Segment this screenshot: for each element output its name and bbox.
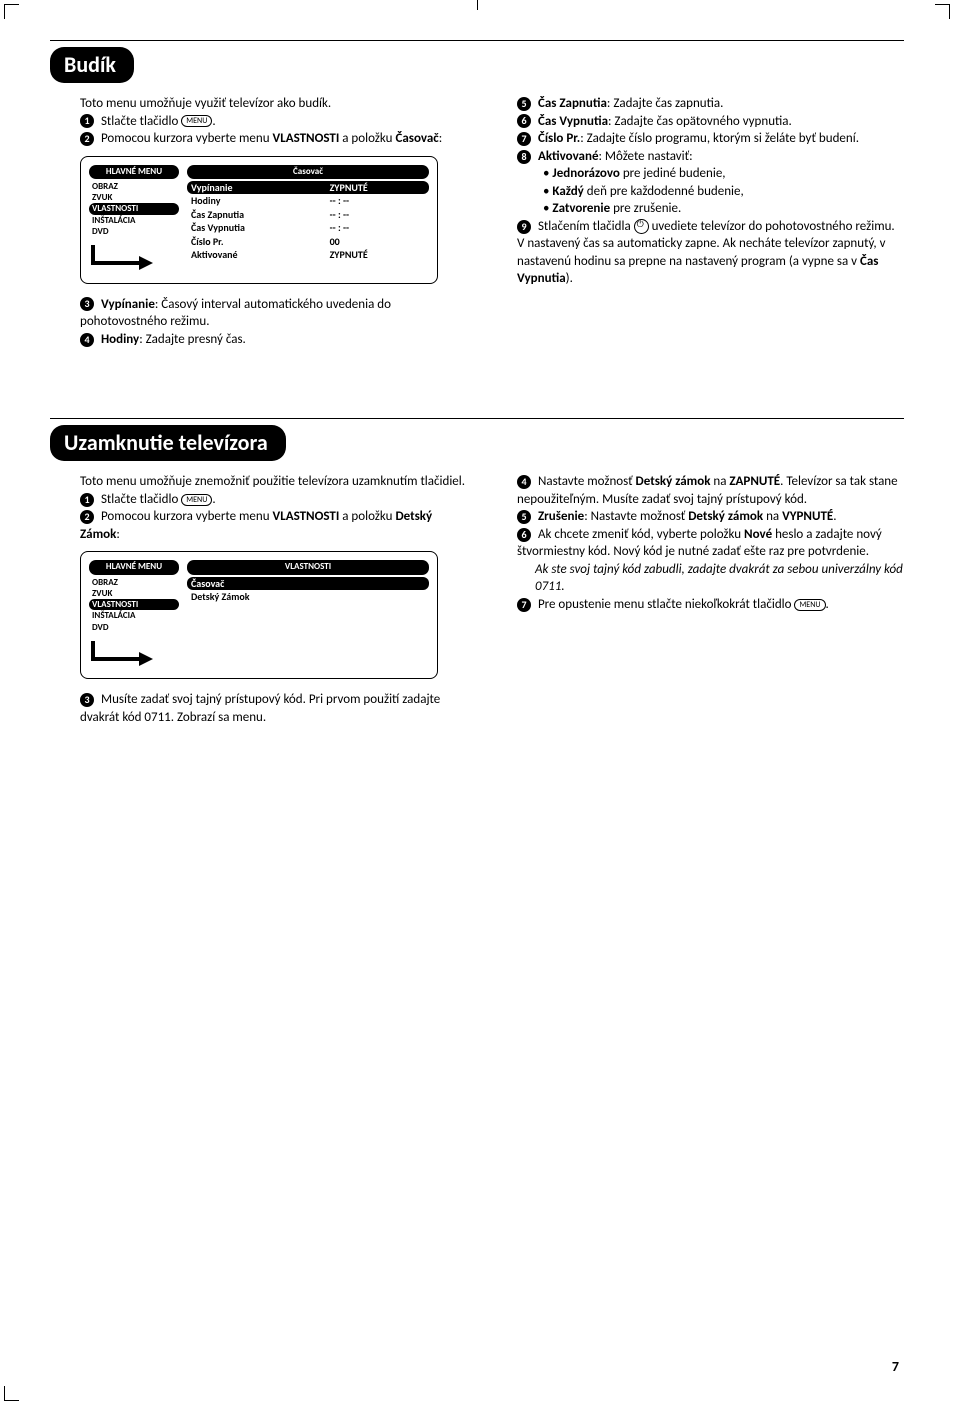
num-5: 5 xyxy=(517,97,531,111)
step-2: 2 Pomocou kurzora vyberte menu VLASTNOST… xyxy=(80,508,467,543)
crop-mark xyxy=(4,1386,19,1401)
step-5: 5 Zrušenie: Nastavte možnosť Detský zámo… xyxy=(517,508,904,526)
num-5: 5 xyxy=(517,510,531,524)
menu-diagram-budik: HLAVNÉ MENU OBRAZZVUKVLASTNOSTIINŠTALÁCI… xyxy=(80,156,438,284)
num-3: 3 xyxy=(80,297,94,311)
menu-row: Číslo Pr.00 xyxy=(187,235,429,249)
intro-text: Toto menu umožňuje znemožniť použitie te… xyxy=(80,473,467,491)
menu-item: DVD xyxy=(89,226,179,237)
left-column: Toto menu umožňuje znemožniť použitie te… xyxy=(80,473,467,726)
step-6: 6 Ak chcete zmeniť kód, vyberte položku … xyxy=(517,526,904,596)
step-7: 7 Číslo Pr.: Zadajte číslo programu, kto… xyxy=(517,130,904,148)
step-9: 9 Stlačením tlačidla uvediete televízor … xyxy=(517,218,904,288)
menu-row: AktivovanéZYPNUTÉ xyxy=(187,248,429,262)
menu-item: VLASTNOSTI xyxy=(89,599,179,610)
intro-text: Toto menu umožňuje využiť televízor ako … xyxy=(80,95,467,113)
crop-mark xyxy=(4,4,19,19)
step-8: 8 Aktivované: Môžete nastaviť: xyxy=(517,148,904,166)
section-title-budik: Budík xyxy=(50,47,134,83)
section-title-lock: Uzamknutie televízora xyxy=(50,425,286,461)
menu-item: ZVUK xyxy=(89,588,179,599)
menu-item: OBRAZ xyxy=(89,181,179,192)
menu-item: INŠTALÁCIA xyxy=(89,610,179,621)
num-1: 1 xyxy=(80,114,94,128)
page-number: 7 xyxy=(892,1358,899,1375)
num-7: 7 xyxy=(517,598,531,612)
num-9: 9 xyxy=(517,220,531,234)
num-4: 4 xyxy=(517,475,531,489)
crop-mark xyxy=(935,4,950,19)
step-8-list: Jednorázovo pre jediné budenie, Každý de… xyxy=(517,165,904,218)
step-3: 3 Vypínanie: Časový interval automatické… xyxy=(80,296,467,331)
step-1: 1 Stlačte tlačidlo MENU. xyxy=(80,113,467,131)
step-2: 2 Pomocou kurzora vyberte menu VLASTNOST… xyxy=(80,130,467,148)
num-6: 6 xyxy=(517,114,531,128)
menu-item: INŠTALÁCIA xyxy=(89,215,179,226)
menu-item: DVD xyxy=(89,622,179,633)
menu-header: VLASTNOSTI xyxy=(187,560,429,574)
standby-icon xyxy=(634,219,649,234)
step-6: 6 Čas Vypnutia: Zadajte čas opätovného v… xyxy=(517,113,904,131)
menu-table: VypínanieZYPNUTÉHodiny-- : --Čas Zapnuti… xyxy=(187,181,429,262)
menu-item: VLASTNOSTI xyxy=(89,203,179,214)
crop-mark xyxy=(477,0,478,10)
menu-item: ZVUK xyxy=(89,192,179,203)
step-5: 5 Čas Zapnutia: Zadajte čas zapnutia. xyxy=(517,95,904,113)
menu-header: HLAVNÉ MENU xyxy=(89,165,179,179)
menu-row: VypínanieZYPNUTÉ xyxy=(187,181,429,195)
step-4: 4 Hodiny: Zadajte presný čas. xyxy=(80,331,467,349)
left-column: Toto menu umožňuje využiť televízor ako … xyxy=(80,95,467,348)
menu-row: Čas Zapnutia-- : -- xyxy=(187,208,429,222)
num-8: 8 xyxy=(517,150,531,164)
divider xyxy=(50,40,904,41)
num-4: 4 xyxy=(80,333,94,347)
menu-key-icon: MENU xyxy=(794,599,825,611)
menu-diagram-lock: HLAVNÉ MENU OBRAZZVUKVLASTNOSTIINŠTALÁCI… xyxy=(80,551,438,679)
menu-key-icon: MENU xyxy=(181,494,212,506)
num-2: 2 xyxy=(80,132,94,146)
step-4: 4 Nastavte možnosť Detský zámok na ZAPNU… xyxy=(517,473,904,508)
menu-header: HLAVNÉ MENU xyxy=(89,560,179,574)
right-column: 5 Čas Zapnutia: Zadajte čas zapnutia. 6 … xyxy=(517,95,904,348)
menu-table: ČasovačDetský Zámok xyxy=(187,577,429,604)
note-italic: Ak ste svoj tajný kód zabudli, zadajte d… xyxy=(517,561,904,596)
num-1: 1 xyxy=(80,493,94,507)
menu-item: OBRAZ xyxy=(89,577,179,588)
menu-row: Hodiny-- : -- xyxy=(187,194,429,208)
step-3: 3 Musíte zadať svoj tajný prístupový kód… xyxy=(80,691,467,726)
step-1: 1 Stlačte tlačidlo MENU. xyxy=(80,491,467,509)
menu-key-icon: MENU xyxy=(181,115,212,127)
num-7: 7 xyxy=(517,132,531,146)
num-6: 6 xyxy=(517,528,531,542)
menu-header: Časovač xyxy=(187,165,429,179)
num-2: 2 xyxy=(80,510,94,524)
menu-row: Detský Zámok xyxy=(187,590,429,604)
arrow-icon xyxy=(89,243,159,271)
menu-row: Časovač xyxy=(187,577,429,591)
divider xyxy=(50,418,904,419)
step-7: 7 Pre opustenie menu stlačte niekoľkokrá… xyxy=(517,596,904,614)
right-column: 4 Nastavte možnosť Detský zámok na ZAPNU… xyxy=(517,473,904,726)
num-3: 3 xyxy=(80,693,94,707)
menu-row: Čas Vypnutia-- : -- xyxy=(187,221,429,235)
arrow-icon xyxy=(89,639,159,667)
